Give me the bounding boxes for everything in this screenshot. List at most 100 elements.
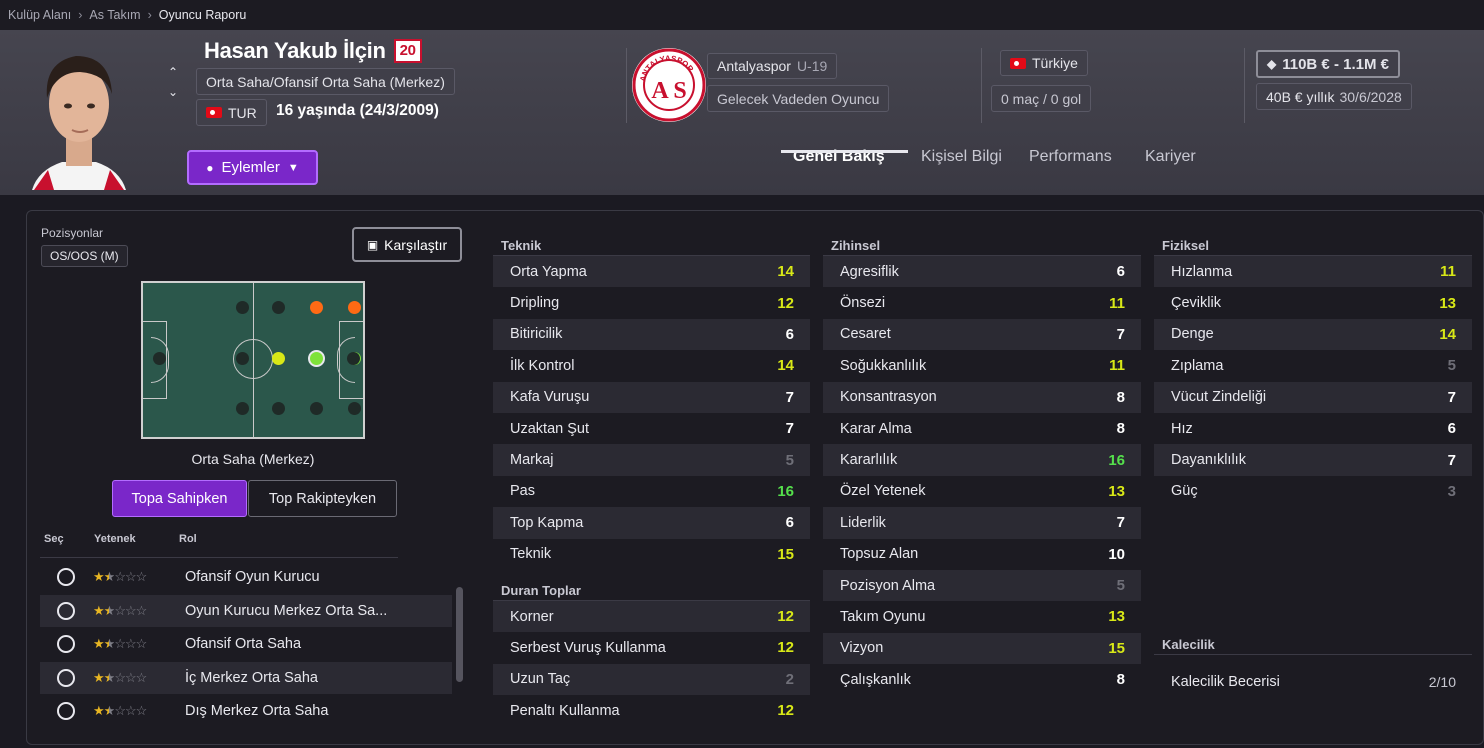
position-dot[interactable] <box>272 352 285 365</box>
position-dot[interactable] <box>236 402 249 415</box>
attribute-row[interactable]: Konsantrasyon 8 <box>823 381 1141 413</box>
role-name: Ofansif Orta Saha <box>185 636 302 652</box>
breadcrumb-item[interactable]: As Takım <box>89 8 141 22</box>
position-dot[interactable] <box>153 352 166 365</box>
attribute-row[interactable]: Agresiflik 6 <box>823 256 1141 288</box>
attribute-row[interactable]: Kafa Vuruşu 7 <box>493 381 810 413</box>
role-row[interactable]: ★★☆☆☆ Dış Merkez Orta Saha <box>40 695 452 727</box>
tab-career[interactable]: Kariyer <box>1145 148 1196 165</box>
attribute-row[interactable]: Orta Yapma 14 <box>493 256 810 288</box>
attribute-row[interactable]: Kalecilik Becerisi 2/10 <box>1154 666 1472 697</box>
attribute-row[interactable]: Pozisyon Alma 5 <box>823 569 1141 602</box>
attribute-name: Kalecilik Becerisi <box>1171 673 1280 690</box>
positions-panel: Pozisyonlar OS/OOS (M) ▣ Karşılaştır Orta… <box>27 211 479 746</box>
position-dot[interactable] <box>310 402 323 415</box>
attribute-name: Hızlanma <box>1171 263 1233 280</box>
attribute-row[interactable]: Karar Alma 8 <box>823 413 1141 444</box>
attribute-row[interactable]: Penaltı Kullanma 12 <box>493 695 810 726</box>
position-dot[interactable] <box>236 301 249 314</box>
attribute-row[interactable]: Vücut Zindeliği 7 <box>1154 381 1472 413</box>
attribute-name: Markaj <box>510 452 554 469</box>
attribute-row[interactable]: Takım Oyunu 13 <box>823 601 1141 632</box>
national-team-box[interactable]: Türkiye <box>1000 50 1088 76</box>
player-name-row: Hasan Yakub İlçin 20 <box>204 38 422 64</box>
attribute-row[interactable]: Top Kapma 6 <box>493 507 810 539</box>
position-dot[interactable] <box>272 301 285 314</box>
position-dot[interactable] <box>272 402 285 415</box>
role-row[interactable]: ★★☆☆☆ Oyun Kurucu Merkez Orta Sa... <box>40 594 452 627</box>
position-dot[interactable] <box>347 352 360 365</box>
club-logo[interactable]: ANTALYASPOR A S <box>632 48 706 122</box>
compare-button[interactable]: ▣ Karşılaştır <box>352 227 462 262</box>
positions-label: Pozisyonlar <box>41 226 104 240</box>
role-radio[interactable] <box>57 601 75 620</box>
attribute-row[interactable]: Dripling 12 <box>493 287 810 318</box>
actions-button[interactable]: ● Eylemler ▼ <box>187 150 318 185</box>
attribute-row[interactable]: Dayanıklılık 7 <box>1154 444 1472 476</box>
col-ability: Yetenek <box>94 533 136 545</box>
attribute-row[interactable]: Özel Yetenek 13 <box>823 476 1141 507</box>
attribute-row[interactable]: Vizyon 15 <box>823 632 1141 665</box>
out-of-possession-button[interactable]: Top Rakipteyken <box>248 480 397 517</box>
attribute-row[interactable]: Markaj 5 <box>493 444 810 476</box>
role-radio[interactable] <box>57 635 75 653</box>
role-row[interactable]: ★★☆☆☆ Ofansif Orta Saha <box>40 628 452 660</box>
attribute-row[interactable]: Hız 6 <box>1154 413 1472 444</box>
attribute-value: 7 <box>1116 514 1125 532</box>
club-name: Antalyaspor <box>717 58 791 74</box>
chevron-right-icon: › <box>147 8 152 22</box>
attribute-row[interactable]: Bitiricilik 6 <box>493 318 810 351</box>
role-radio[interactable] <box>57 668 75 687</box>
mental-column: Zihinsel Agresiflik 6 Önsezi 11 Cesaret 7 Soğu… <box>823 211 1141 695</box>
attribute-row[interactable]: Teknik 15 <box>493 539 810 570</box>
position-dot[interactable] <box>348 402 361 415</box>
attribute-row[interactable]: Kararlılık 16 <box>823 444 1141 476</box>
attribute-row[interactable]: Korner 12 <box>493 600 810 633</box>
position-dot[interactable] <box>310 301 323 314</box>
attribute-value: 11 <box>1440 263 1456 281</box>
attribute-name: Soğukkanlılık <box>840 357 927 374</box>
position-dot[interactable] <box>348 301 361 314</box>
attribute-row[interactable]: İlk Kontrol 14 <box>493 350 810 381</box>
roles-scrollbar[interactable] <box>456 587 463 682</box>
attribute-row[interactable]: Çalışkanlık 8 <box>823 664 1141 695</box>
attribute-row[interactable]: Topsuz Alan 10 <box>823 539 1141 570</box>
attribute-value: 8 <box>1116 420 1125 438</box>
attribute-row[interactable]: Cesaret 7 <box>823 318 1141 351</box>
club-team: U-19 <box>796 58 828 74</box>
col-select: Seç <box>44 533 64 545</box>
attribute-row[interactable]: Uzaktan Şut 7 <box>493 413 810 444</box>
section-mental: Zihinsel <box>823 228 1141 256</box>
attribute-value: 14 <box>777 263 794 281</box>
section-goalkeeping: Kalecilik <box>1154 627 1472 655</box>
tab-performance[interactable]: Performans <box>1029 148 1112 165</box>
tab-personal[interactable]: Kişisel Bilgi <box>921 148 1002 165</box>
attribute-row[interactable]: Önsezi 11 <box>823 287 1141 318</box>
chevron-up-icon[interactable]: ⌃ <box>167 65 179 79</box>
attribute-row[interactable]: Çeviklik 13 <box>1154 287 1472 318</box>
attribute-row[interactable]: Hızlanma 11 <box>1154 256 1472 288</box>
chevron-down-icon[interactable]: ⌄ <box>167 85 179 99</box>
attribute-row[interactable]: Pas 16 <box>493 476 810 507</box>
role-row[interactable]: ★★☆☆☆ Ofansif Oyun Kurucu <box>40 561 452 593</box>
attribute-value: 8 <box>1116 388 1125 406</box>
club-name-box[interactable]: Antalyaspor U-19 <box>707 53 838 79</box>
position-dot[interactable] <box>236 352 249 365</box>
position-dot[interactable] <box>308 350 325 367</box>
role-radio[interactable] <box>57 568 75 586</box>
attribute-row[interactable]: Soğukkanlılık 11 <box>823 350 1141 381</box>
attribute-value: 2 <box>785 670 794 688</box>
attribute-value: 11 <box>1109 294 1125 312</box>
transfer-value[interactable]: ◆ 110B € - 1.1M € <box>1256 50 1400 78</box>
attribute-row[interactable]: Zıplama 5 <box>1154 350 1472 381</box>
attribute-row[interactable]: Denge 14 <box>1154 318 1472 351</box>
role-radio[interactable] <box>57 702 75 720</box>
attribute-row[interactable]: Serbest Vuruş Kullanma 12 <box>493 632 810 663</box>
role-row[interactable]: ★★☆☆☆ İç Merkez Orta Saha <box>40 661 452 694</box>
attribute-name: Pozisyon Alma <box>840 577 936 594</box>
attribute-row[interactable]: Liderlik 7 <box>823 507 1141 539</box>
in-possession-button[interactable]: Topa Sahipken <box>112 480 247 517</box>
breadcrumb-item[interactable]: Kulüp Alanı <box>8 8 72 22</box>
attribute-row[interactable]: Uzun Taç 2 <box>493 663 810 696</box>
attribute-row[interactable]: Güç 3 <box>1154 476 1472 507</box>
